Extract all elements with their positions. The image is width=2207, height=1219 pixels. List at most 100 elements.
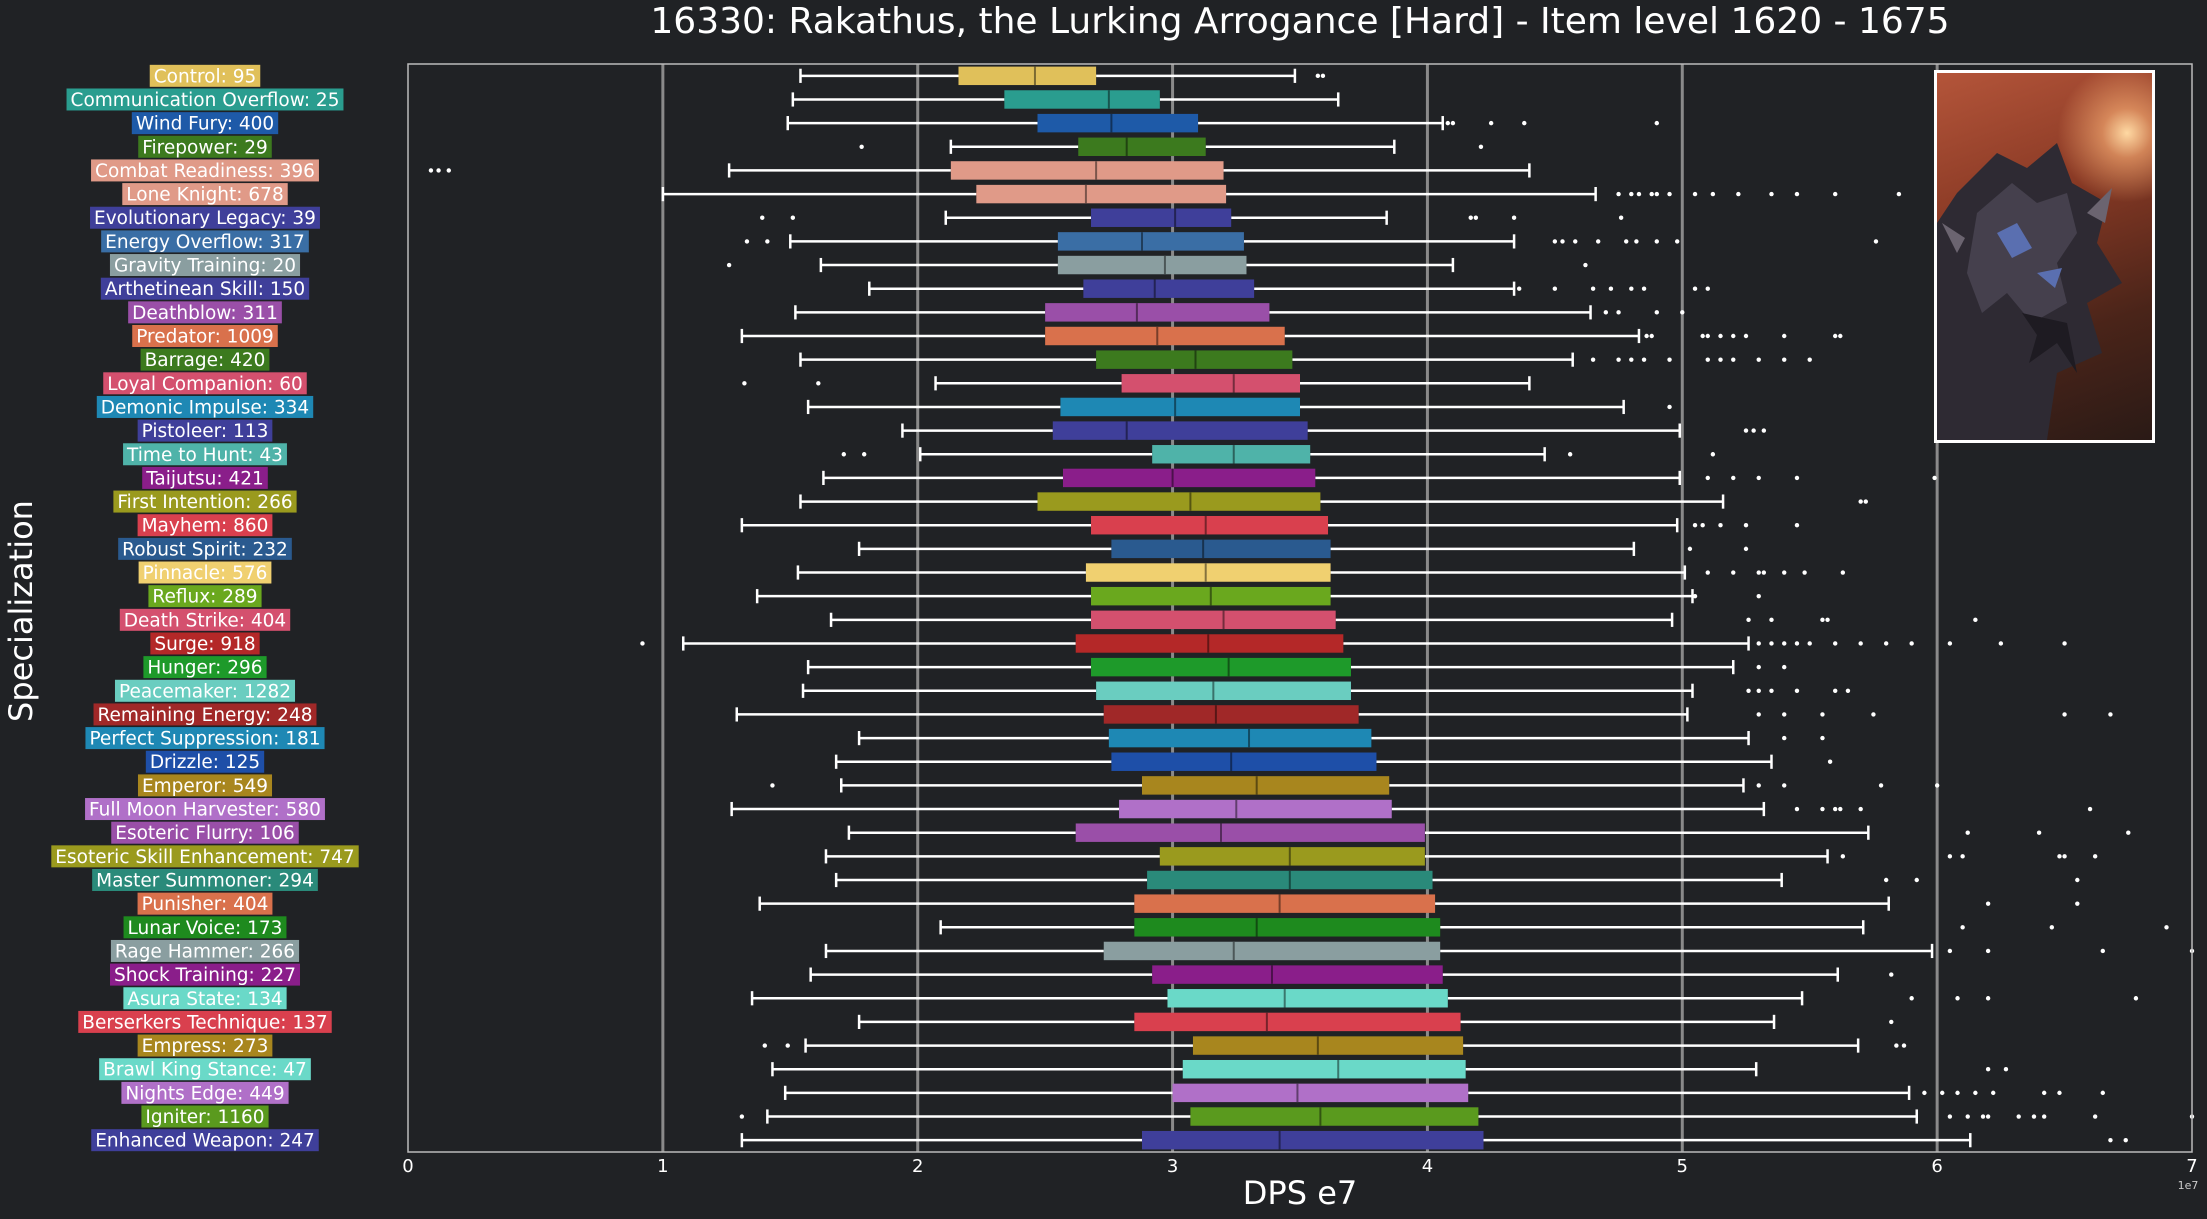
x-axis-scale-label: 1e7 xyxy=(2178,1179,2199,1192)
specialization-label-text: Lone Knight: 678 xyxy=(126,185,283,206)
outlier-point xyxy=(1820,806,1825,812)
outlier-point xyxy=(1932,475,1937,481)
specialization-label-background xyxy=(91,1129,319,1152)
iqr-box xyxy=(1172,1083,1469,1103)
outlier-point xyxy=(1947,948,1953,954)
outlier-point xyxy=(1552,239,1558,244)
outlier-point xyxy=(1980,1114,1986,1119)
specialization-label-text: Mayhem: 860 xyxy=(142,516,269,537)
iqr-box xyxy=(1141,1130,1484,1150)
specialization-label-background xyxy=(85,798,325,821)
outlier-point xyxy=(1731,357,1736,362)
specialization-label: Master Summoner: 294 xyxy=(92,869,318,892)
box-plot xyxy=(739,1107,2195,1126)
box-plot xyxy=(744,232,1879,251)
specialization-label-background xyxy=(103,372,307,395)
iqr-box xyxy=(1152,445,1311,464)
iqr-box xyxy=(1119,799,1392,819)
outlier-point xyxy=(2126,830,2131,835)
specialization-label: Pinnacle: 576 xyxy=(138,561,272,584)
specialization-label-background xyxy=(137,419,273,442)
outlier-point xyxy=(1973,617,1978,623)
outlier-point xyxy=(1807,357,1812,362)
iqr-box xyxy=(1152,965,1443,984)
specialization-label-text: Deathblow: 311 xyxy=(132,303,278,324)
box-plot xyxy=(809,965,1894,984)
specialization-label-text: Rage Hammer: 266 xyxy=(115,941,295,962)
specialization-label-background xyxy=(137,774,273,797)
outlier-point xyxy=(1320,73,1326,79)
plot-frame xyxy=(407,63,2193,1153)
outlier-point xyxy=(1883,641,1889,646)
outlier-point xyxy=(1649,333,1654,339)
x-axis-label: DPS e7 xyxy=(1243,1174,1357,1212)
iqr-box xyxy=(1096,350,1293,369)
specialization-label-text: Barrage: 420 xyxy=(145,350,266,371)
specialization-label-text: Drizzle: 125 xyxy=(150,752,260,773)
outlier-point xyxy=(2062,641,2067,646)
specialization-label: Emperor: 549 xyxy=(137,774,273,797)
outlier-point xyxy=(1820,712,1825,717)
box-plot xyxy=(640,634,2067,653)
specialization-label-background xyxy=(138,135,272,158)
outlier-point xyxy=(785,1043,790,1048)
outlier-point xyxy=(1756,570,1761,575)
iqr-box xyxy=(1159,847,1425,866)
outlier-point xyxy=(2087,806,2093,812)
x-tick-label: 6 xyxy=(1931,1156,1942,1177)
outlier-point xyxy=(1756,593,1761,599)
outlier-point xyxy=(1845,688,1851,693)
outlier-point xyxy=(1914,877,1919,883)
outlier-point xyxy=(1674,239,1680,244)
specialization-label-background xyxy=(148,585,262,608)
outlier-point xyxy=(1827,759,1833,764)
outlier-point xyxy=(1743,333,1749,339)
outlier-point xyxy=(1833,191,1838,197)
specialization-label: Drizzle: 125 xyxy=(145,750,265,773)
specialization-label: Taijutsu: 421 xyxy=(142,466,268,489)
specialization-label-background xyxy=(110,939,300,962)
box-plot xyxy=(735,705,2113,724)
specialization-label: Remaining Energy: 248 xyxy=(93,703,317,726)
outlier-point xyxy=(1965,830,1970,835)
outlier-point xyxy=(1692,191,1698,197)
specialization-label-background xyxy=(85,727,325,750)
specialization-label: Demonic Impulse: 334 xyxy=(96,395,314,418)
outlier-point xyxy=(1833,688,1838,693)
outlier-point xyxy=(859,144,864,149)
outlier-point xyxy=(1473,215,1479,220)
specialization-label: Hunger: 296 xyxy=(143,656,267,679)
box-plot xyxy=(758,894,2080,913)
specialization-label: Robust Spirit: 232 xyxy=(118,537,292,560)
outlier-point xyxy=(1940,1090,1945,1096)
iqr-box xyxy=(1045,326,1285,346)
outlier-point xyxy=(1616,357,1621,362)
outlier-point xyxy=(1705,570,1710,575)
outlier-point xyxy=(760,215,765,220)
outlier-point xyxy=(1629,357,1634,362)
outlier-point xyxy=(1618,215,1624,220)
outlier-point xyxy=(1820,735,1825,741)
outlier-point xyxy=(1654,239,1660,244)
outlier-point xyxy=(1608,286,1614,291)
specialization-label-text: Lunar Voice: 173 xyxy=(128,918,283,939)
outlier-point xyxy=(1654,191,1660,197)
outlier-point xyxy=(1782,357,1787,362)
specialization-label: Asura State: 134 xyxy=(123,987,287,1010)
outlier-point xyxy=(446,168,451,173)
specialization-label-text: Death Strike: 404 xyxy=(124,610,286,631)
specialization-label: Peacemaker: 1282 xyxy=(114,679,296,702)
iqr-box xyxy=(1075,823,1425,842)
specialization-label: Punisher: 404 xyxy=(137,892,273,915)
specialization-label: Rage Hammer: 266 xyxy=(110,939,300,962)
outlier-point xyxy=(1603,310,1609,315)
outlier-point xyxy=(1718,333,1723,339)
box-plot xyxy=(796,563,1846,582)
specialization-label: Shock Training: 227 xyxy=(110,963,300,986)
outlier-point xyxy=(2031,1114,2037,1119)
specialization-label-background xyxy=(121,1081,289,1104)
specialization-label-background xyxy=(145,750,265,773)
x-tick-label: 4 xyxy=(1422,1156,1433,1177)
outlier-point xyxy=(1488,120,1494,126)
outlier-point xyxy=(2041,1114,2047,1119)
